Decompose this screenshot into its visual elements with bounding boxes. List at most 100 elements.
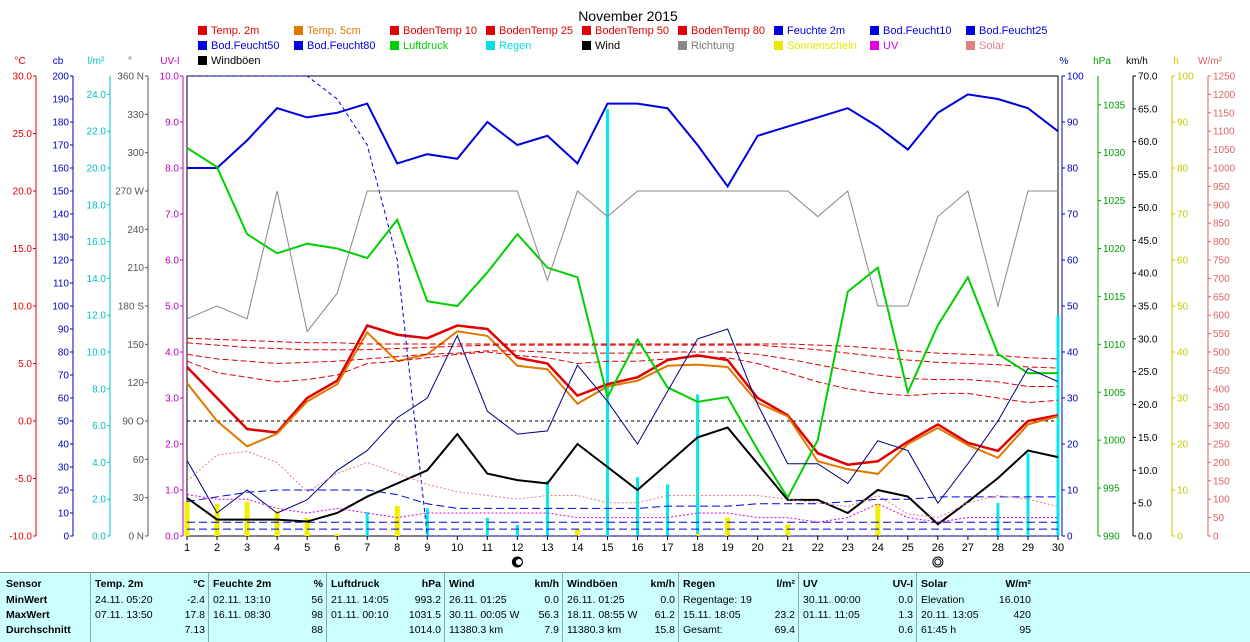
legend-swatch xyxy=(198,41,207,50)
tick-label-solar: 100 xyxy=(1213,495,1230,506)
axis-unit-uv: UV-I xyxy=(160,56,179,67)
stats-cell-value: 420 xyxy=(1013,609,1031,621)
stats-cell-value: 7.13 xyxy=(184,624,205,636)
tick-label-sun: 40 xyxy=(1177,348,1189,359)
chart-title: November 2015 xyxy=(578,8,678,24)
tick-label-rain: 18.0 xyxy=(87,200,107,211)
tick-label-wind: 60.0 xyxy=(1138,137,1158,148)
stats-column-title: Windböen xyxy=(567,578,618,590)
stats-column-title: Luftdruck xyxy=(331,578,380,590)
x-tick-label: 1 xyxy=(184,542,190,554)
tick-label-press: 1000 xyxy=(1103,436,1126,447)
stats-row-label: Sensor xyxy=(6,578,42,590)
stats-column-title: Solar xyxy=(921,578,948,590)
x-tick-label: 13 xyxy=(541,542,553,554)
tick-label-hum: 50 xyxy=(1067,302,1079,313)
legend-label: Wind xyxy=(595,40,620,52)
x-tick-label: 11 xyxy=(482,542,493,554)
tick-label-solar: 1150 xyxy=(1213,108,1235,119)
bar-regen xyxy=(636,477,640,536)
stats-cell-time: 16.11. 08:30 xyxy=(213,609,271,621)
stats-column-unit: °C xyxy=(193,578,205,590)
tick-label-wind: 70.0 xyxy=(1138,72,1158,83)
stats-cell-time: 18.11. 08:55 W xyxy=(567,609,638,621)
stats-cell-value: 56.3 xyxy=(538,609,559,621)
tick-label-wind: 55.0 xyxy=(1138,170,1158,181)
legend-label: Sonnenschein xyxy=(787,40,857,52)
stats-column-title: Regen xyxy=(683,578,716,590)
tick-label-dir: 120 xyxy=(127,378,144,389)
axis-unit-hum: % xyxy=(1060,56,1069,67)
series-feuchte-2m xyxy=(187,93,1059,189)
stats-row-label: Durchschnitt xyxy=(6,624,71,636)
x-tick-label: 19 xyxy=(721,542,733,554)
stats-column-unit: km/h xyxy=(534,578,559,590)
stats-cell-time: 02.11. 13:10 xyxy=(213,594,271,606)
axis-unit-solar: W/m² xyxy=(1198,56,1223,67)
stats-cell-time: 30.11. 00:00 xyxy=(803,594,861,606)
series-bodentemp-80 xyxy=(186,337,1059,360)
legend-label: Temp. 5cm xyxy=(307,25,361,37)
bar-regen xyxy=(996,502,1000,536)
stats-cell-value: 1.3 xyxy=(898,609,913,621)
tick-label-rain: 10.0 xyxy=(87,348,107,359)
tick-label-dir: 300 xyxy=(127,148,144,159)
stats-column-unit: l/m² xyxy=(776,578,795,590)
legend-label: Temp. 2m xyxy=(211,25,259,37)
x-tick-label: 8 xyxy=(394,542,400,554)
x-tick-label: 14 xyxy=(571,542,583,554)
stats-cell-time: 11380.3 km xyxy=(567,624,622,636)
tick-label-sun: 20 xyxy=(1177,440,1189,451)
bar-regen xyxy=(365,512,369,536)
bar-regen xyxy=(485,517,489,536)
series-bodentemp-50 xyxy=(186,342,1059,369)
stats-cell-value: 16.010 xyxy=(998,594,1031,606)
tick-label-wind: 5.0 xyxy=(1138,499,1152,510)
bar-regen xyxy=(605,109,609,537)
tick-label-dir: 360 N xyxy=(117,72,144,83)
tick-label-solar: 750 xyxy=(1213,256,1230,267)
tick-label-solar: 1200 xyxy=(1213,90,1236,101)
tick-label-wind: 25.0 xyxy=(1138,367,1158,378)
tick-label-wind: 65.0 xyxy=(1138,104,1158,115)
tick-label-hum: 60 xyxy=(1067,256,1079,267)
tick-label-cb: 70 xyxy=(58,371,70,382)
tick-label-cb: 30 xyxy=(58,463,70,474)
bar-regen xyxy=(515,524,519,536)
tick-label-wind: 0.0 xyxy=(1138,532,1152,543)
tick-label-rain: 16.0 xyxy=(87,237,107,248)
tick-label-rain: 12.0 xyxy=(87,311,107,322)
tick-label-cb: 130 xyxy=(52,233,69,244)
x-tick-label: 17 xyxy=(661,542,673,554)
stats-column-title: Temp. 2m xyxy=(95,578,144,590)
tick-label-rain: 14.0 xyxy=(87,274,107,285)
stats-column: Wind km/h 26.11. 01:25 0.0 30.11. 00:05 W 56.… xyxy=(444,573,563,642)
stats-cell-value: -2.4 xyxy=(186,594,205,606)
stats-cell-value: 7.9 xyxy=(544,624,559,636)
tick-label-wind: 15.0 xyxy=(1138,433,1158,444)
legend-label: BodenTemp 25 xyxy=(499,25,573,37)
tick-label-cb: 190 xyxy=(52,95,69,106)
stats-cell-time: 26.11. 01:25 xyxy=(567,594,625,606)
stats-column: Windböen km/h 26.11. 01:25 0.0 18.11. 08:55 … xyxy=(562,573,679,642)
x-tick-label: 12 xyxy=(511,542,523,554)
stats-cell-value: 0.6 xyxy=(898,624,913,636)
stats-column: UV UV-I 30.11. 00:00 0.0 01.11. 11:05 1.3 0.6 xyxy=(798,573,917,642)
tick-label-hum: 90 xyxy=(1067,118,1079,129)
series-wind xyxy=(186,426,1059,526)
series-richtung xyxy=(186,190,1058,333)
tick-label-solar: 500 xyxy=(1213,348,1230,359)
stats-cell-time: 01.11. 00:10 xyxy=(331,609,389,621)
tick-label-dir: 240 xyxy=(127,225,144,236)
legend-swatch xyxy=(486,26,495,35)
stats-column: Temp. 2m °C 24.11. 05:20 -2.4 07.11. 13:50 17… xyxy=(90,573,209,642)
tick-label-uv: 4.0 xyxy=(165,348,179,359)
tick-label-dir: 330 xyxy=(127,110,144,121)
bar-sonnenschein xyxy=(334,533,340,536)
tick-label-hum: 80 xyxy=(1067,164,1079,175)
tick-label-dir: 90 O xyxy=(122,417,144,428)
stats-cell-time: 07.11. 13:50 xyxy=(95,609,153,621)
tick-label-cb: 60 xyxy=(58,394,70,405)
stats-cell-time: 21.11. 14:05 xyxy=(331,594,389,606)
stats-cell-value: 95 xyxy=(1019,624,1031,636)
